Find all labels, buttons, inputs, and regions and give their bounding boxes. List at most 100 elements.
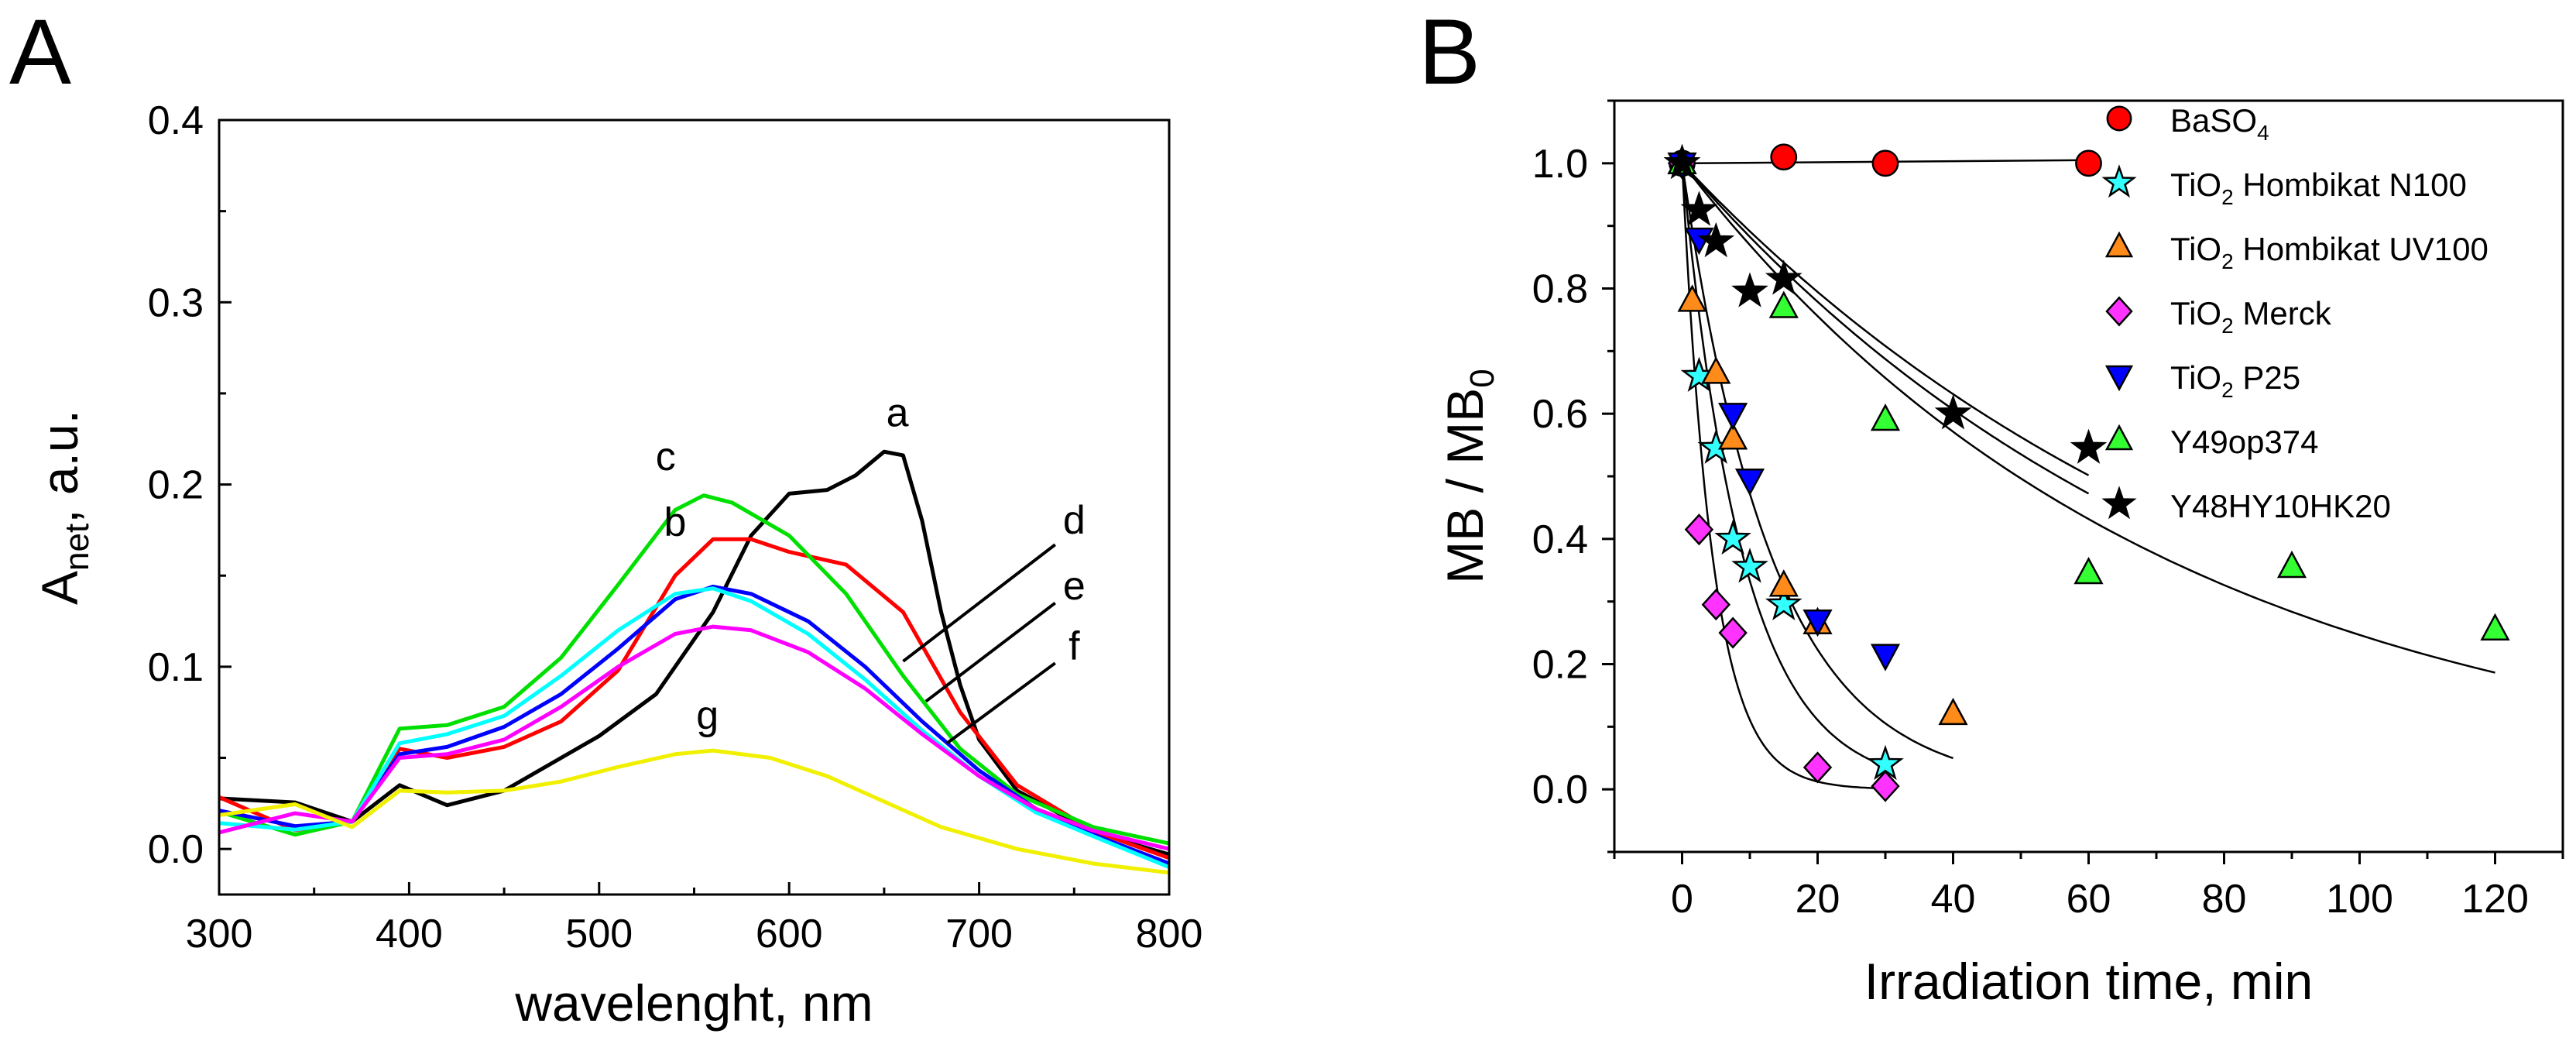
panel-b-point <box>1731 272 1768 307</box>
legend-marker <box>2106 105 2132 132</box>
panel-b-fit-curve <box>1681 163 1886 790</box>
panel-b-x-tick-label: 120 <box>2461 877 2529 922</box>
panel-b-chart: 0 20 40 60 80 100 120 0.00.20.40.60.81.0 BaSO4… <box>1436 99 2564 1010</box>
panel-b-y-tick-label: 0.6 <box>1532 392 1588 437</box>
panel-a-series <box>218 449 1170 875</box>
panel-b-point <box>1803 751 1833 784</box>
panel-b-fit-curve <box>1681 162 2090 495</box>
panel-b-point <box>1701 589 1730 621</box>
panel-a-x-tick-label: 500 <box>565 912 633 956</box>
legend-entry: TiO2 P25 <box>2170 359 2300 402</box>
panel-b-point <box>2073 556 2104 585</box>
panel-a-curve-a <box>218 449 1170 857</box>
panel-b-point <box>2070 428 2108 464</box>
legend-entry: TiO2 Hombikat UV100 <box>2170 231 2489 273</box>
panel-b-point <box>1697 222 1735 258</box>
panel-a-y-label-rest: , a.u. <box>31 410 88 524</box>
panel-b-fit-curve <box>1681 163 2495 674</box>
panel-a-y-tick-label: 0.2 <box>148 463 204 508</box>
legend-marker <box>2104 424 2134 451</box>
legend-entry-sub: 4 <box>2257 121 2269 145</box>
panel-b-point <box>1768 290 1799 318</box>
panel-b-point <box>1768 569 1799 597</box>
legend-entry: Y48HY10HK20 <box>2170 488 2391 524</box>
panel-a-y-tick-label: 0.3 <box>148 280 204 325</box>
panel-b-point <box>1734 469 1765 496</box>
legend-marker <box>2104 365 2134 392</box>
panel-b-point <box>1680 191 1718 226</box>
panel-a-curve-label-d: d <box>1063 498 1086 543</box>
panel-b-y-label-sub: 0 <box>1463 369 1501 387</box>
panel-b-x-tick-label: 100 <box>2326 877 2393 922</box>
panel-a-frame <box>218 118 1171 896</box>
panel-b-fit-curve <box>1681 162 2090 476</box>
panel-b-point <box>1871 770 1900 802</box>
legend-marker <box>2105 296 2133 327</box>
panel-a-leader-line <box>924 601 1056 703</box>
panel-b-point <box>1871 149 1899 177</box>
panel-a-x-tick-label: 400 <box>376 912 443 956</box>
legend-entry-sub: 2 <box>2221 378 2234 402</box>
panel-a-curve-g <box>218 748 1170 875</box>
panel-b-point <box>2075 149 2102 177</box>
panel-a-curve-label-a: a <box>887 390 909 435</box>
panel-b-point <box>1870 644 1901 671</box>
panel-b-point <box>1718 422 1748 450</box>
panel-label-a: A <box>9 0 71 104</box>
panel-b-y-axis-label: MB / MB0 <box>1436 369 1501 584</box>
panel-b-x-axis-label: Irradiation time, min <box>1864 953 2314 1010</box>
panel-b-point <box>1934 394 1972 430</box>
legend-entry-sub: 2 <box>2221 185 2234 209</box>
panel-a-x-tick-label: 300 <box>186 912 253 956</box>
legend-entry-name: Y49op374 <box>2170 424 2319 460</box>
legend-entry-name: TiO <box>2170 359 2221 396</box>
panel-b-x-tick-label: 80 <box>2202 877 2247 922</box>
panel-a-leader-lines <box>902 543 1056 745</box>
panel-b-point <box>1701 356 1731 384</box>
panel-b-y-tick-label: 1.0 <box>1532 142 1588 187</box>
panel-b-point <box>1731 548 1768 583</box>
panel-b-point <box>1663 143 1701 180</box>
panel-b-point <box>1677 284 1707 312</box>
panel-a-y-tick-label: 0.1 <box>148 645 204 690</box>
panel-b-data-points <box>1663 143 2510 802</box>
legend-entry-name: Y48HY10HK20 <box>2170 488 2391 524</box>
legend-entry-name: TiO <box>2170 295 2221 331</box>
panel-a-curve-label-e: e <box>1063 564 1086 609</box>
panel-a-y-ticks: 0.0 0.1 0.2 0.3 0.4 <box>148 98 232 872</box>
panel-a-x-tick-label: 800 <box>1136 912 1203 956</box>
panel-b-y-tick-label: 0.8 <box>1532 267 1588 312</box>
panel-a-leader-line <box>945 661 1056 745</box>
legend-entry-name: BaSO <box>2170 102 2257 139</box>
legend-entry: BaSO4 <box>2170 102 2269 145</box>
legend-entry-rest: Hombikat UV100 <box>2234 231 2489 267</box>
panel-a-y-label-main: A <box>31 571 88 605</box>
legend-entry-rest: Merck <box>2234 295 2332 331</box>
legend-entry-name: TiO <box>2170 231 2221 267</box>
panel-b-point <box>1938 697 1968 726</box>
panel-a-leader-line <box>902 543 1056 663</box>
legend-entry-name: TiO <box>2170 167 2221 203</box>
panel-a-y-tick-label: 0.4 <box>148 98 204 143</box>
panel-b-point <box>2480 613 2510 641</box>
panel-b-point <box>1765 585 1803 620</box>
panel-a-curve-label-c: c <box>656 434 676 479</box>
panel-b-x-tick-label: 20 <box>1796 877 1840 922</box>
panel-b-y-tick-label: 0.4 <box>1532 517 1588 562</box>
legend-entry-rest: P25 <box>2234 359 2300 396</box>
panel-b-y-tick-label: 0.2 <box>1532 643 1588 688</box>
legend-entry-sub: 2 <box>2221 249 2234 273</box>
panel-a-curve-label-g: g <box>696 693 719 738</box>
panel-b-point <box>1718 616 1748 649</box>
panel-b-x-tick-label: 0 <box>1671 877 1693 922</box>
legend-entry: TiO2 Merck <box>2170 295 2332 338</box>
panel-b-y-ticks: 0.0 0.2 0.4 0.6 0.8 1.0 <box>1532 99 1614 853</box>
panel-b-point <box>1714 519 1751 555</box>
panel-a-y-tick-label: 0.0 <box>148 827 204 872</box>
panel-b-x-tick-label: 40 <box>1931 877 1976 922</box>
panel-a-curve-label-f: f <box>1068 623 1080 668</box>
panel-a-curve-labels: a cb def g <box>656 390 1086 738</box>
legend-entry: Y49op374 <box>2170 424 2319 460</box>
